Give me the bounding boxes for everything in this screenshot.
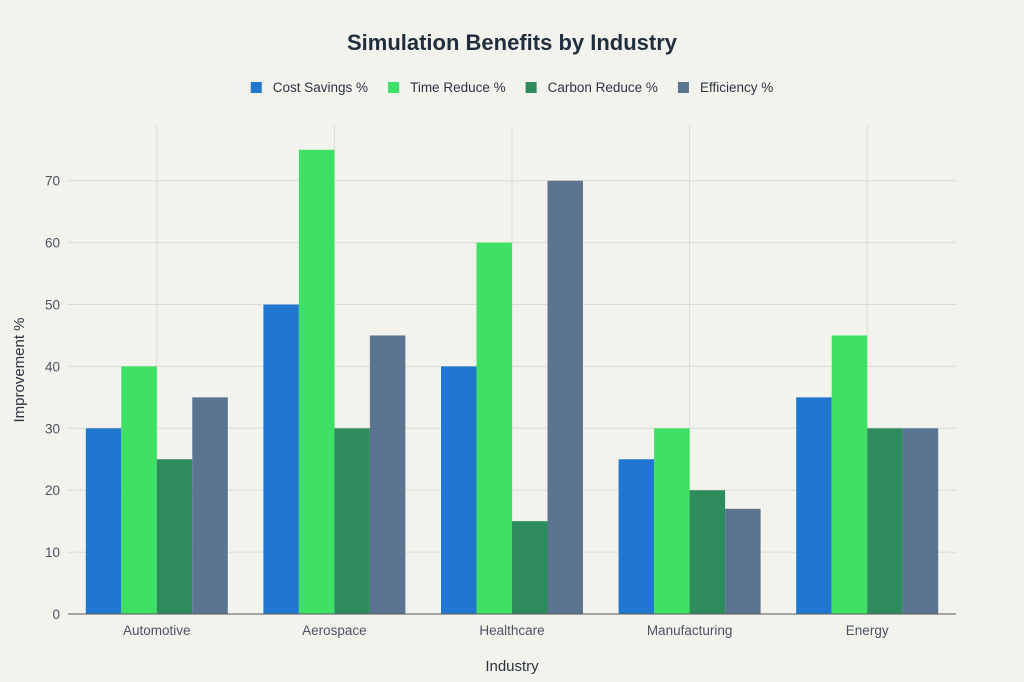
bar-energy-2[interactable]	[831, 335, 868, 614]
legend-swatch	[388, 82, 400, 93]
y-tick-label: 70	[45, 174, 60, 189]
chart-title: Simulation Benefits by Industry	[347, 30, 678, 55]
y-tick-label: 50	[45, 298, 60, 313]
legend-item-2[interactable]: Time Reduce %	[388, 80, 506, 95]
x-tick-label: Aerospace	[302, 623, 367, 638]
bar-automotive-2[interactable]	[121, 366, 157, 614]
x-tick-label: Energy	[846, 623, 889, 638]
y-tick-label: 20	[45, 483, 60, 498]
legend-label: Carbon Reduce %	[548, 80, 658, 95]
bar-manufacturing-3[interactable]	[689, 490, 726, 614]
bar-healthcare-4[interactable]	[547, 180, 584, 614]
y-axis-title: Improvement %	[11, 317, 28, 422]
bar-healthcare-1[interactable]	[441, 366, 477, 614]
bar-energy-1[interactable]	[796, 397, 832, 614]
bar-healthcare-3[interactable]	[512, 521, 548, 614]
bar-aerospace-3[interactable]	[334, 428, 370, 614]
bar-manufacturing-2[interactable]	[654, 428, 690, 614]
y-axis-ticks: 0 10 20 30 40 50 60 70	[45, 174, 60, 622]
legend-item-4[interactable]: Efficiency %	[677, 80, 773, 95]
legend-label: Time Reduce %	[410, 80, 506, 95]
bar-healthcare-2[interactable]	[476, 242, 513, 614]
x-axis-ticks: Automotive Aerospace Healthcare Manufacturi…	[123, 623, 889, 638]
legend-item-3[interactable]: Carbon Reduce %	[525, 80, 658, 95]
y-tick-label: 60	[45, 236, 60, 251]
legend: Cost Savings % Time Reduce % Carbon Reduce…	[250, 80, 773, 95]
bar-automotive-3[interactable]	[156, 459, 193, 614]
y-tick-label: 10	[45, 545, 60, 560]
bar-aerospace-4[interactable]	[369, 335, 406, 614]
bar-aerospace-1[interactable]	[263, 304, 299, 614]
bar-automotive-1[interactable]	[85, 428, 122, 614]
bar-energy-4[interactable]	[902, 428, 939, 614]
x-tick-label: Healthcare	[479, 623, 544, 638]
legend-swatch	[677, 82, 689, 93]
y-tick-label: 30	[45, 421, 60, 436]
legend-swatch	[525, 82, 537, 93]
legend-swatch	[250, 82, 262, 93]
bar-energy-3[interactable]	[867, 428, 903, 614]
y-tick-label: 0	[52, 607, 60, 622]
x-axis-title: Industry	[485, 658, 539, 675]
bar-manufacturing-1[interactable]	[618, 459, 655, 614]
bar-aerospace-2[interactable]	[298, 149, 335, 614]
legend-label: Cost Savings %	[273, 80, 368, 95]
y-tick-label: 40	[45, 359, 60, 374]
legend-label: Efficiency %	[700, 80, 773, 95]
bar-manufacturing-4[interactable]	[725, 508, 761, 614]
x-tick-label: Automotive	[123, 623, 191, 638]
bars	[85, 149, 939, 614]
legend-item-1[interactable]: Cost Savings %	[250, 80, 368, 95]
x-tick-label: Manufacturing	[647, 623, 733, 638]
bar-automotive-4[interactable]	[192, 397, 228, 614]
